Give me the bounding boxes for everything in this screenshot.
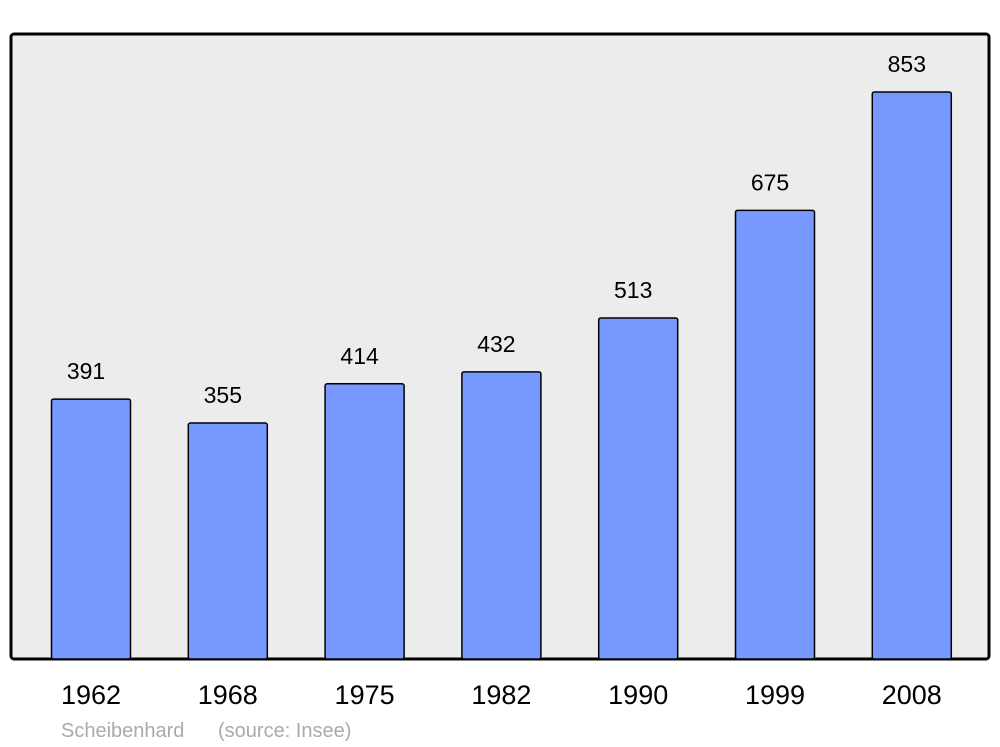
bar bbox=[871, 91, 953, 660]
value-label: 853 bbox=[888, 51, 926, 77]
bar bbox=[597, 317, 679, 660]
bar bbox=[324, 383, 405, 660]
value-label: 675 bbox=[751, 169, 789, 195]
value-label: 414 bbox=[340, 343, 379, 369]
x-tick-label: 2008 bbox=[882, 680, 942, 710]
x-tick-label: 1982 bbox=[471, 680, 531, 710]
x-tick-label: 1990 bbox=[608, 680, 668, 710]
source-note: (source: Insee) bbox=[218, 720, 351, 742]
bar bbox=[461, 371, 542, 660]
x-tick-label: 1975 bbox=[335, 680, 395, 710]
value-label: 513 bbox=[614, 277, 652, 303]
bar bbox=[734, 209, 816, 660]
bar bbox=[187, 422, 269, 660]
x-tick-label: 1999 bbox=[745, 680, 805, 710]
value-label: 391 bbox=[67, 358, 105, 384]
x-tick-label: 1962 bbox=[61, 680, 121, 710]
x-tick-label: 1968 bbox=[198, 680, 258, 710]
bar bbox=[50, 398, 132, 660]
value-label: 432 bbox=[477, 331, 515, 357]
place-name: Scheibenhard bbox=[61, 720, 184, 742]
value-label: 355 bbox=[204, 382, 242, 408]
